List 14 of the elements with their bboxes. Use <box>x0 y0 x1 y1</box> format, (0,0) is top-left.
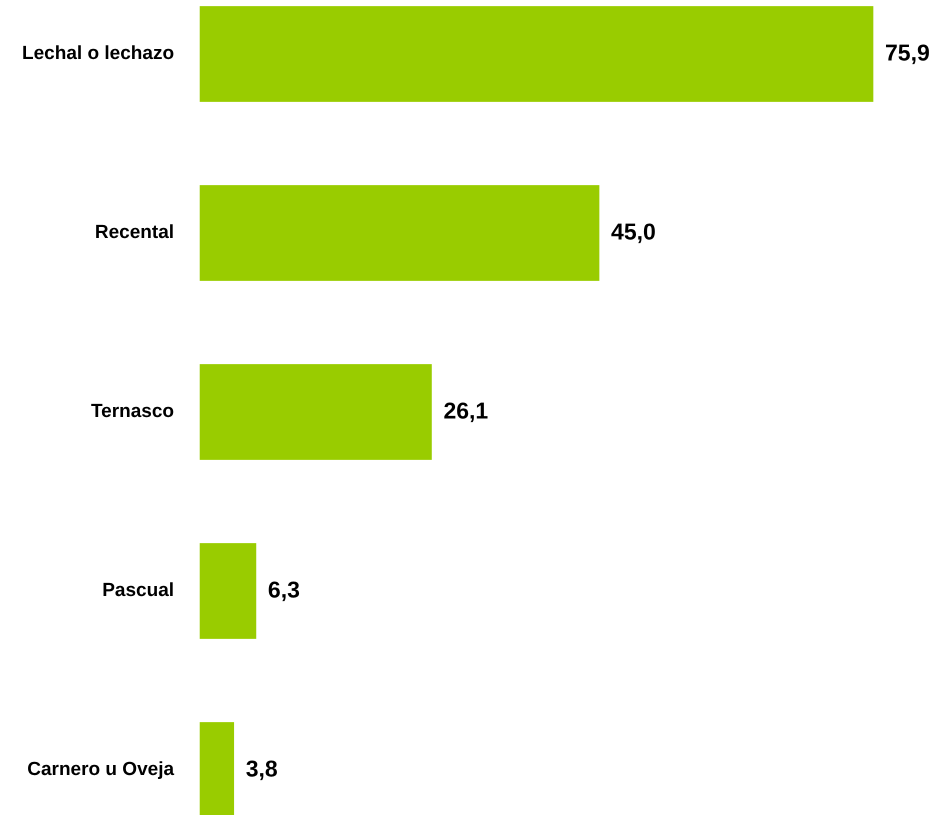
y-tick-label: Ternasco <box>90 401 174 422</box>
y-tick-label: Lechal o lechazo <box>22 43 174 64</box>
data-label: 45,0 <box>611 218 656 244</box>
bar <box>200 543 256 639</box>
bar <box>200 6 874 102</box>
y-tick-label: Recental <box>94 222 174 244</box>
y-tick-label: Carnero u Oveja <box>27 759 174 780</box>
data-label: 75,9 <box>885 39 930 66</box>
bar <box>200 185 600 281</box>
data-label: 3,8 <box>246 755 278 782</box>
data-label: 6,3 <box>268 576 300 602</box>
bar <box>200 364 432 460</box>
data-label: 26,1 <box>443 397 488 424</box>
y-tick-label: Pascual <box>102 580 174 602</box>
